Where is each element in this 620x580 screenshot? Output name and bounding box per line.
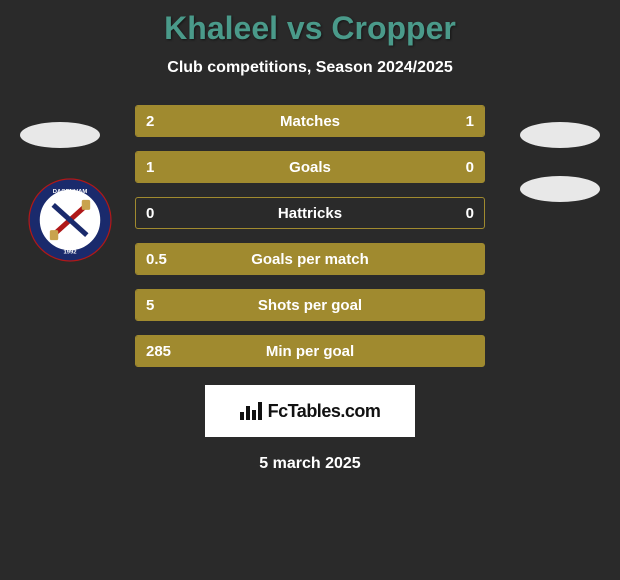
svg-text:1992: 1992 [63,250,77,256]
stat-row: 10Goals [135,151,485,183]
stat-row: 00Hattricks [135,197,485,229]
fctables-label: FcTables.com [268,401,381,422]
stat-label: Hattricks [136,205,484,222]
page-subtitle: Club competitions, Season 2024/2025 [0,59,620,77]
page-title: Khaleel vs Cropper [0,0,620,47]
team-right-logo-placeholder-2 [520,176,600,202]
fctables-watermark: FcTables.com [205,385,415,437]
stat-label: Goals [136,159,484,176]
infographic-container: Khaleel vs Cropper Club competitions, Se… [0,0,620,580]
stat-row: 21Matches [135,105,485,137]
stat-label: Matches [136,113,484,130]
stat-label: Min per goal [136,343,484,360]
stat-row: 5Shots per goal [135,289,485,321]
date-label: 5 march 2025 [0,455,620,473]
stat-row: 285Min per goal [135,335,485,367]
team-left-logo-placeholder [20,122,100,148]
stat-label: Shots per goal [136,297,484,314]
stat-label: Goals per match [136,251,484,268]
club-badge-icon: DAGENHAM 1992 [28,178,112,262]
team-right-logo-placeholder-1 [520,122,600,148]
svg-text:DAGENHAM: DAGENHAM [53,189,88,195]
bar-chart-icon [240,402,262,420]
stat-row: 0.5Goals per match [135,243,485,275]
